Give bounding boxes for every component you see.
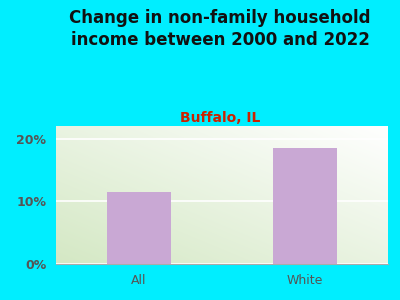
Text: Change in non-family household
income between 2000 and 2022: Change in non-family household income be… [69, 9, 371, 49]
Bar [108, 192, 170, 264]
Text: Buffalo, IL: Buffalo, IL [180, 111, 260, 125]
Bar [274, 148, 336, 264]
